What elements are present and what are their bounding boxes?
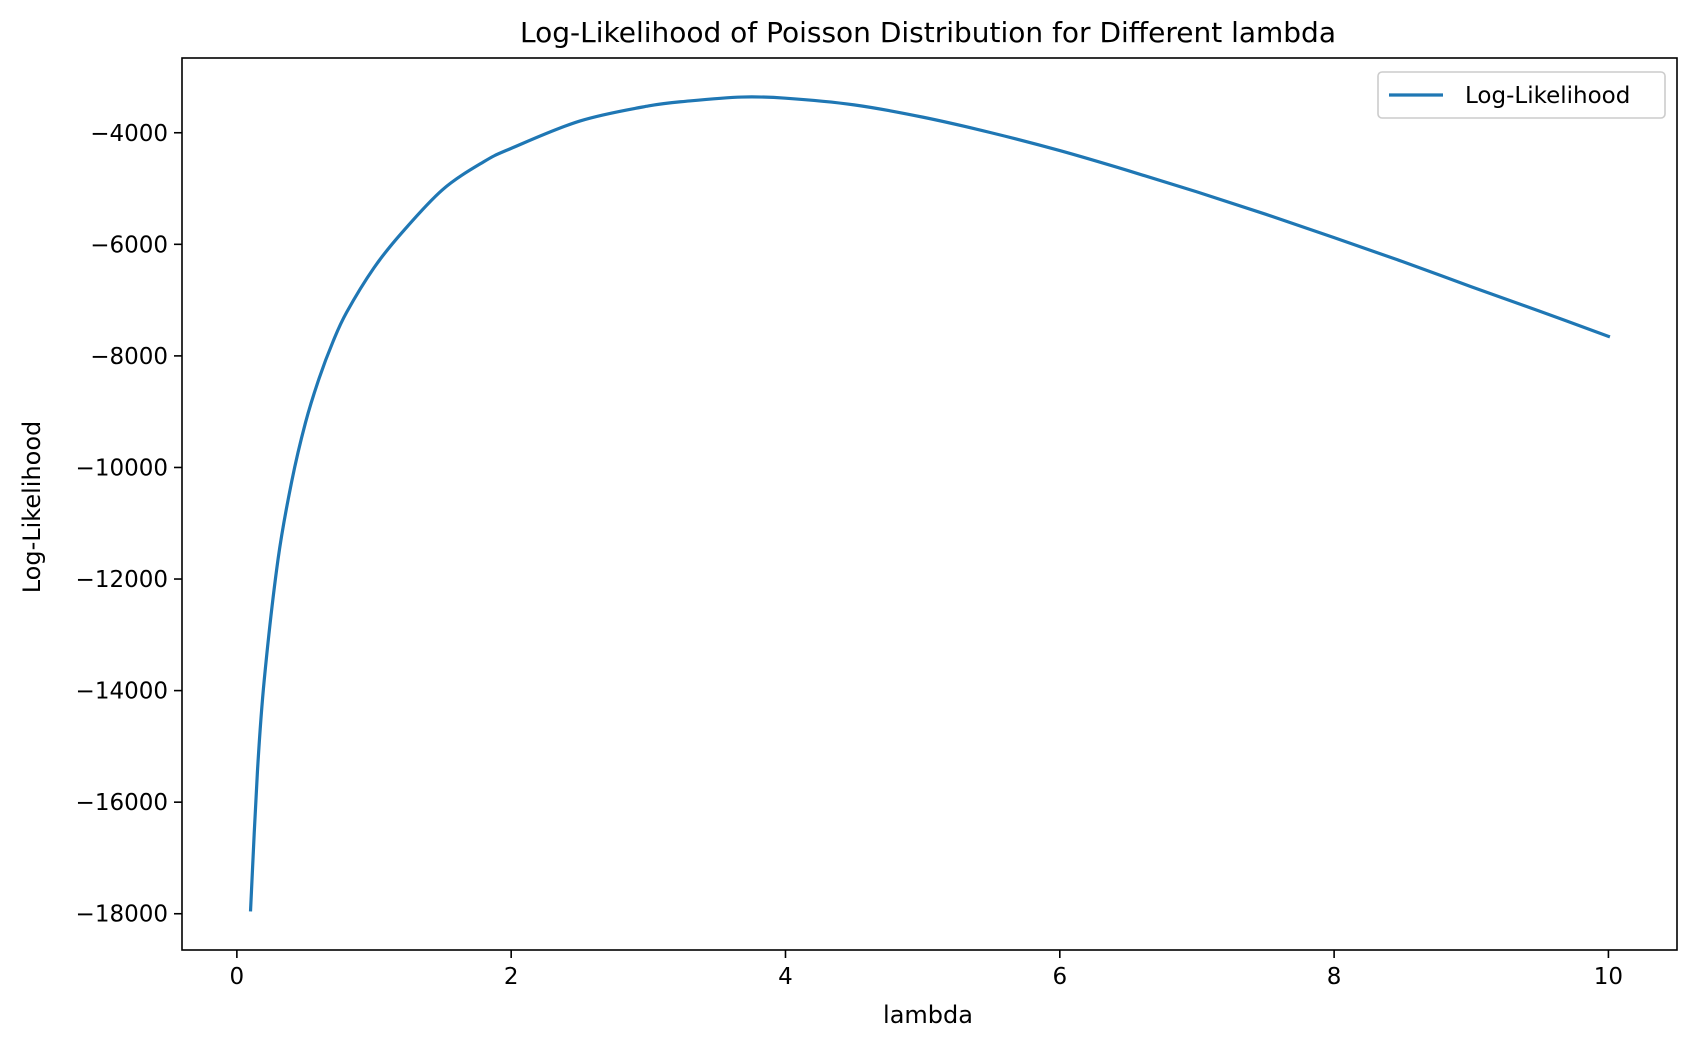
y-axis: −18000 −16000 −14000 −12000 −10000 −8000 −6000… xyxy=(76,121,182,928)
x-tick-label: 8 xyxy=(1327,964,1342,990)
series-line xyxy=(248,95,1611,912)
plot-area xyxy=(181,57,1678,951)
chart-title: Log-Likelihood of Poisson Distribution f… xyxy=(520,16,1336,49)
y-tick-label: −16000 xyxy=(76,790,168,816)
y-tick-label: −14000 xyxy=(76,679,168,705)
x-tick-label: 10 xyxy=(1594,964,1623,990)
legend-box xyxy=(1377,71,1666,119)
y-tick-label: −18000 xyxy=(76,902,168,928)
y-axis-label: Log-Likelihood xyxy=(18,421,46,594)
plot-frame xyxy=(181,57,1678,951)
y-tick-label: −4000 xyxy=(90,121,168,147)
x-tick-label: 0 xyxy=(230,964,245,990)
y-tick-label: −8000 xyxy=(90,344,168,370)
y-tick-label: −12000 xyxy=(76,567,168,593)
y-tick-label: −10000 xyxy=(76,455,168,481)
x-axis-label: lambda xyxy=(883,1001,973,1029)
x-tick-label: 6 xyxy=(1052,964,1067,990)
x-tick-label: 4 xyxy=(778,964,793,990)
x-axis: 0 2 4 6 8 10 xyxy=(230,950,1623,990)
x-tick-label: 2 xyxy=(504,964,519,990)
legend-label: Log-Likelihood xyxy=(1465,83,1630,109)
legend: Log-Likelihood xyxy=(1377,71,1666,119)
y-tick-label: −6000 xyxy=(90,232,168,258)
